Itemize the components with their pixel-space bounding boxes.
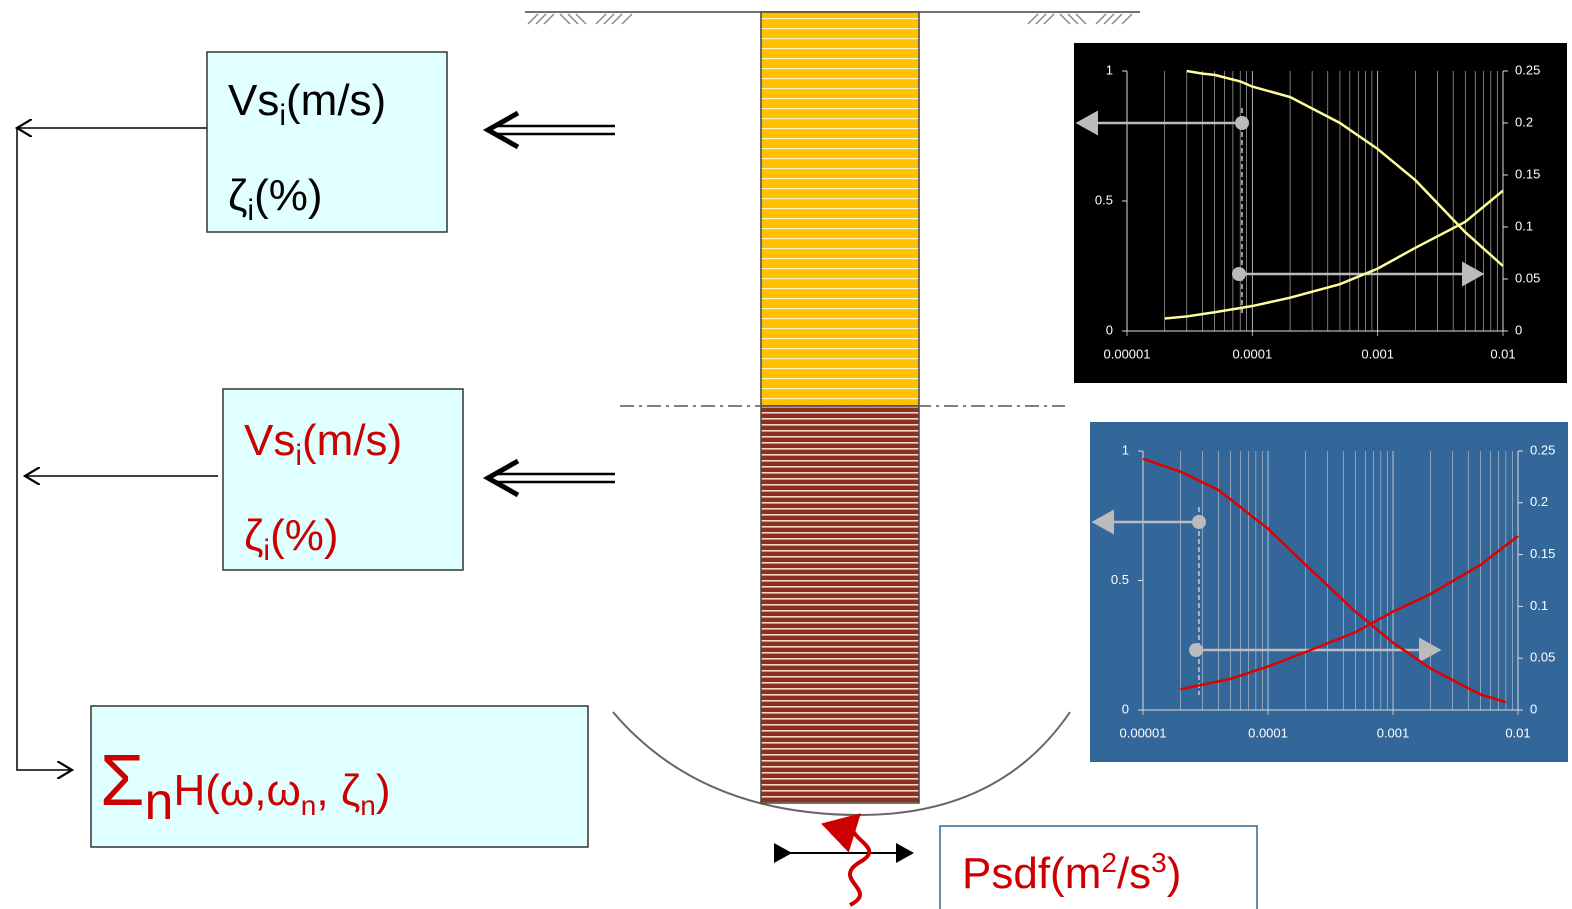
guide-point <box>1192 515 1206 529</box>
double-arrow <box>488 113 615 495</box>
vs-label: Vsi(m/s) <box>228 76 386 132</box>
y-tick-label: 1 <box>1106 62 1113 77</box>
feedback-lines <box>17 128 218 770</box>
y-tick-label: 0.5 <box>1111 572 1129 587</box>
y2-tick-label: 0.2 <box>1515 114 1533 129</box>
y2-tick-label: 0.05 <box>1515 270 1540 285</box>
x-tick-label: 0.001 <box>1361 346 1394 361</box>
damping-label: ζi(%) <box>228 171 323 227</box>
guide-point <box>1232 267 1246 281</box>
damping-label: ζi(%) <box>244 511 339 567</box>
y-tick-label: 0 <box>1122 701 1129 716</box>
guide-point <box>1189 643 1203 657</box>
y2-tick-label: 0.1 <box>1530 598 1548 613</box>
x-tick-label: 0.01 <box>1490 346 1515 361</box>
y-tick-label: 0.5 <box>1095 192 1113 207</box>
lower-layer <box>761 406 919 803</box>
y-tick-label: 0 <box>1106 322 1113 337</box>
vs-label: Vsi(m/s) <box>244 416 402 472</box>
chart-background <box>1090 422 1568 762</box>
x-tick-label: 0.0001 <box>1232 346 1272 361</box>
y-tick-label: 1 <box>1122 442 1129 457</box>
x-tick-label: 0.001 <box>1377 725 1410 740</box>
x-tick-label: 0.0001 <box>1248 725 1288 740</box>
x-tick-label: 0.00001 <box>1120 725 1167 740</box>
y2-tick-label: 0.15 <box>1515 166 1540 181</box>
chart-background <box>1074 43 1567 383</box>
y2-tick-label: 0 <box>1515 322 1522 337</box>
x-tick-label: 0.01 <box>1505 725 1530 740</box>
input-label: Psdf(m2/s3) <box>962 847 1181 898</box>
y2-tick-label: 0.15 <box>1530 546 1555 561</box>
y2-tick-label: 0.25 <box>1530 442 1555 457</box>
upper-layer <box>761 12 919 406</box>
x-tick-label: 0.00001 <box>1104 346 1151 361</box>
y2-tick-label: 0.25 <box>1515 62 1540 77</box>
diagram: Psdf(m2/s3) Vsi(m/s) ζi(%) Vsi(m/s) ζi(%… <box>0 0 1572 909</box>
y2-tick-label: 0.2 <box>1530 494 1548 509</box>
guide-point <box>1235 116 1249 130</box>
y2-tick-label: 0.1 <box>1515 218 1533 233</box>
y2-tick-label: 0 <box>1530 701 1537 716</box>
y2-tick-label: 0.05 <box>1530 650 1555 665</box>
wave-arrow <box>850 816 869 905</box>
